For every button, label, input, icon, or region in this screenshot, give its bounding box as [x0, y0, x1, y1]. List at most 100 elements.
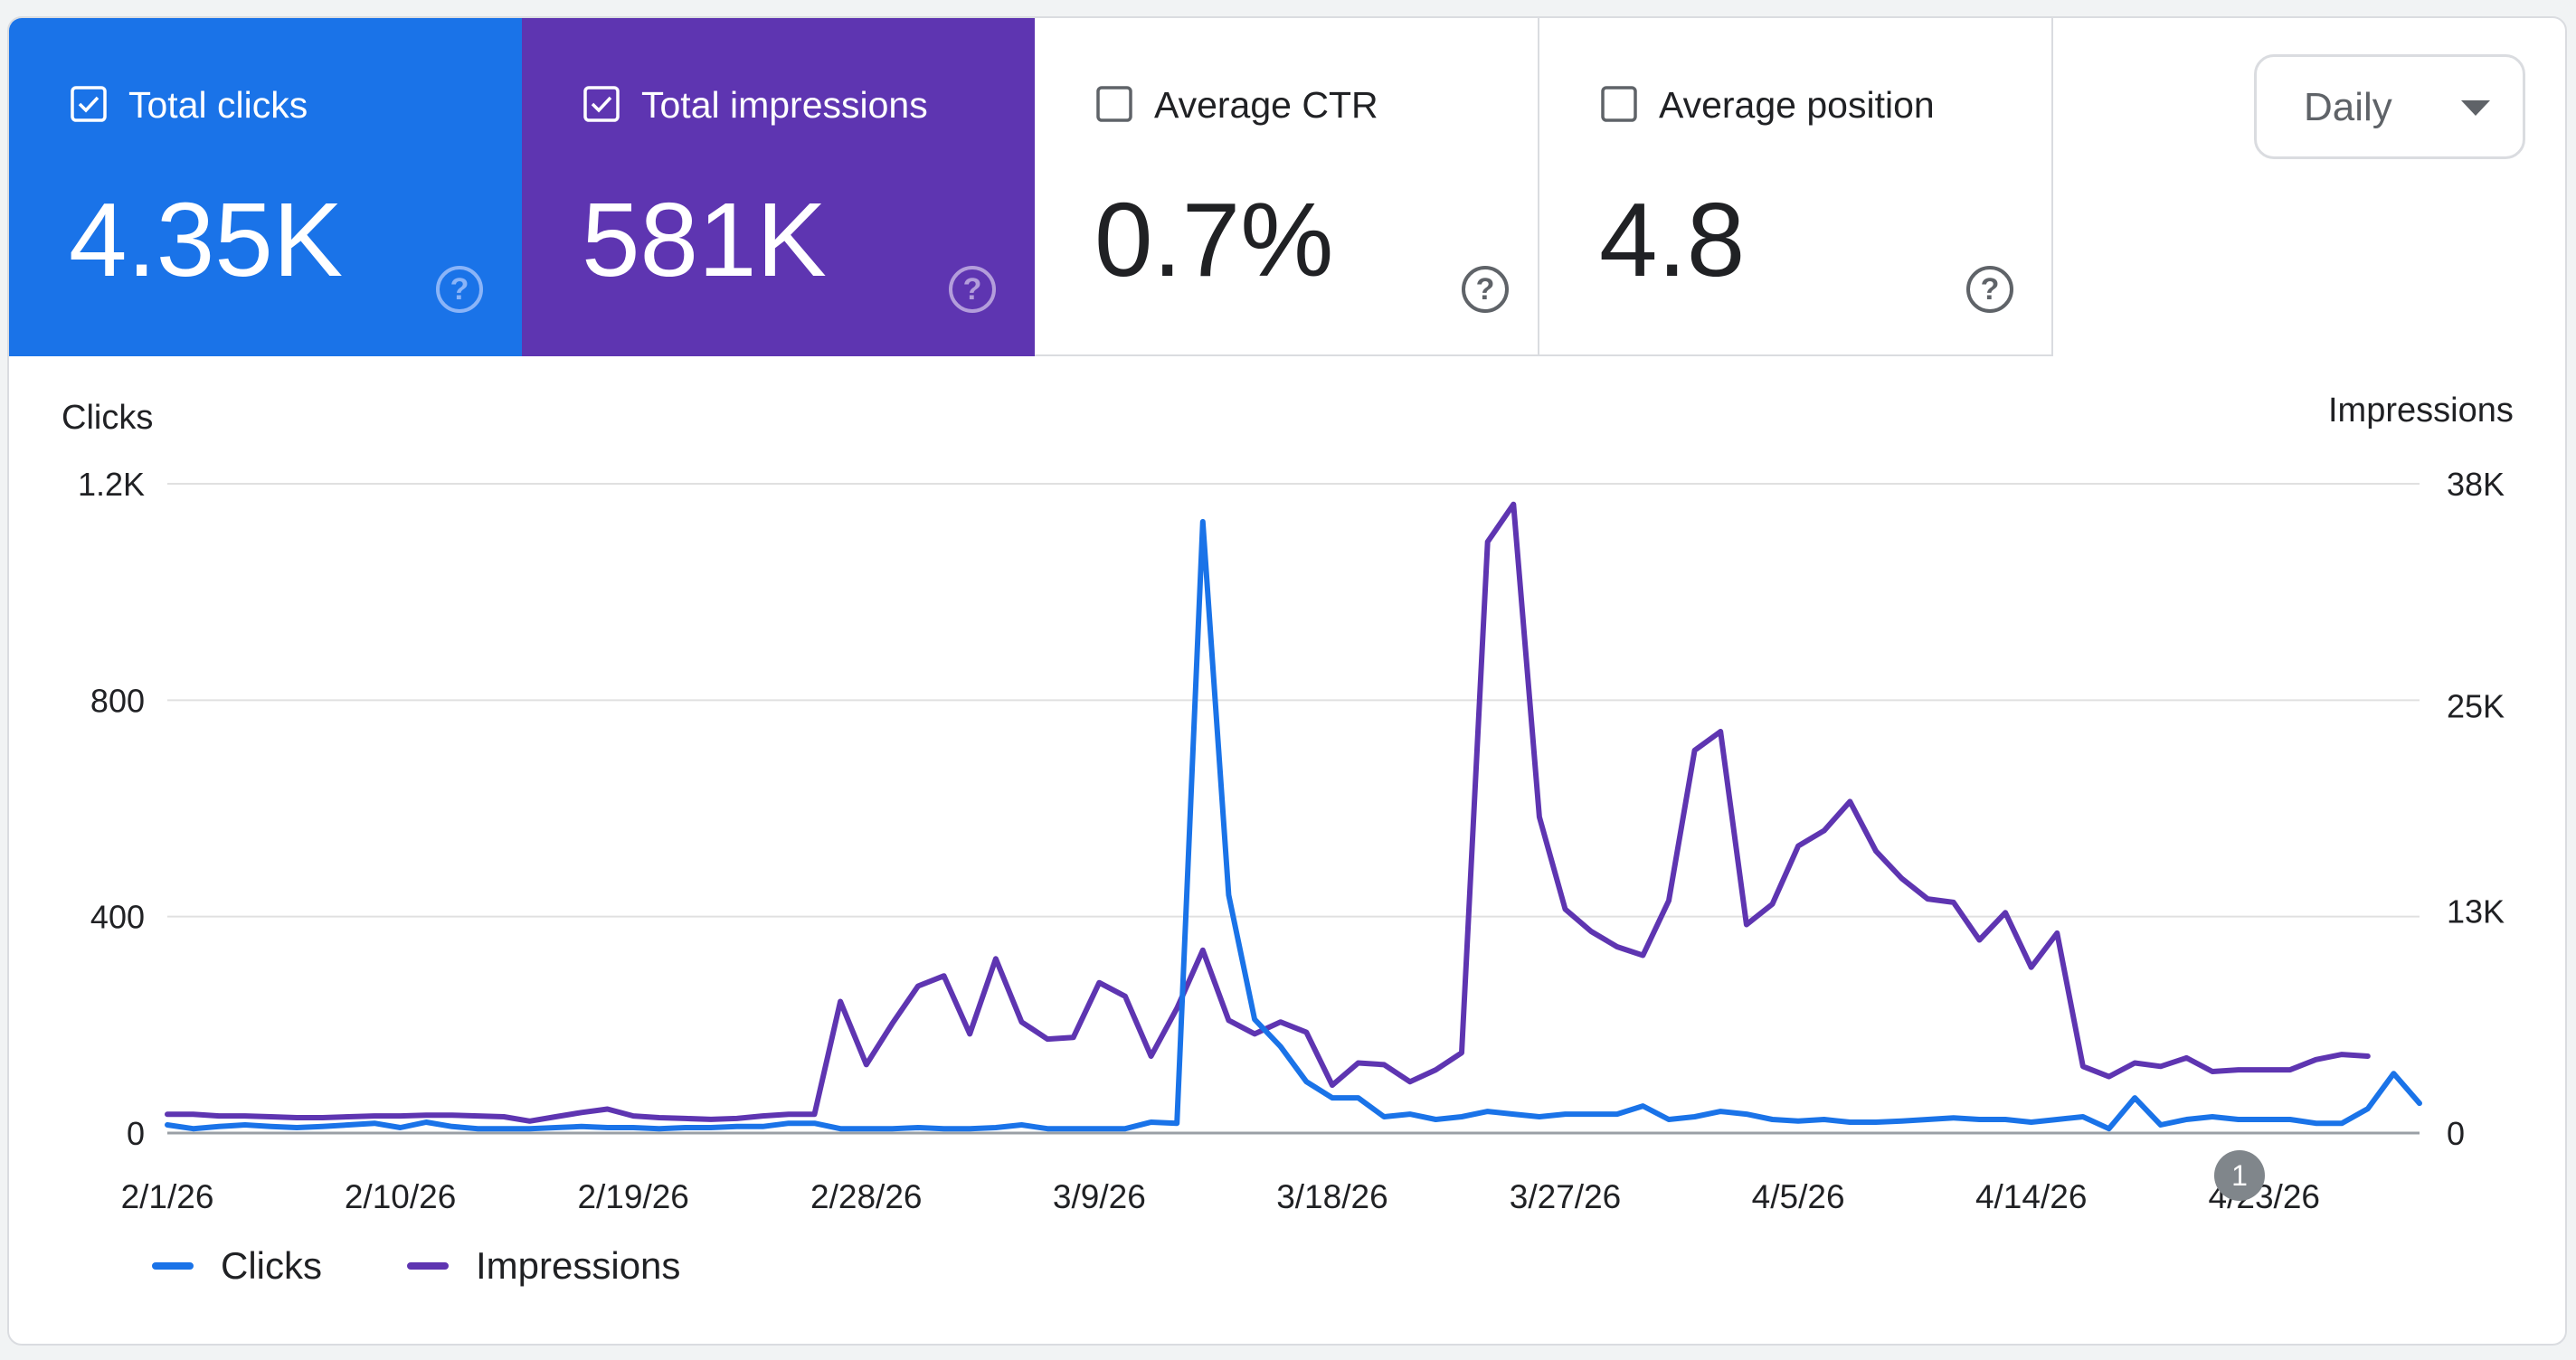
- data-point-impressions: [553, 1114, 558, 1119]
- data-point-impressions: [2365, 1053, 2371, 1059]
- data-point-impressions: [1847, 798, 1852, 804]
- data-point-impressions: [1303, 1030, 1309, 1035]
- data-point-impressions: [191, 1111, 196, 1117]
- data-point-clicks: [553, 1125, 558, 1130]
- data-point-impressions: [1356, 1061, 1361, 1066]
- data-point-impressions: [708, 1117, 714, 1122]
- data-point-impressions: [605, 1107, 611, 1112]
- data-point-clicks: [1303, 1079, 1309, 1084]
- data-point-clicks: [1847, 1119, 1852, 1125]
- data-point-impressions: [1381, 1062, 1387, 1067]
- period-dropdown[interactable]: Daily: [2254, 54, 2525, 159]
- data-point-clicks: [2417, 1100, 2422, 1106]
- data-point-impressions: [1459, 1050, 1464, 1055]
- x-axis-tick-label: 3/9/26: [1053, 1178, 1146, 1215]
- help-icon[interactable]: ?: [1462, 266, 1509, 313]
- data-point-clicks: [527, 1126, 533, 1131]
- data-point-clicks: [942, 1126, 947, 1131]
- data-point-clicks: [216, 1124, 222, 1129]
- data-point-clicks: [2054, 1117, 2060, 1122]
- metric-value: 581K: [582, 181, 827, 298]
- data-point-impressions: [1433, 1067, 1438, 1072]
- data-point-impressions: [760, 1113, 765, 1119]
- checkbox-unchecked-icon[interactable]: [1601, 86, 1637, 122]
- data-point-clicks: [1019, 1122, 1025, 1128]
- data-point-clicks: [1330, 1095, 1335, 1100]
- data-point-impressions: [398, 1113, 403, 1119]
- data-point-impressions: [1226, 1017, 1231, 1023]
- metric-label: Total impressions: [641, 84, 928, 126]
- help-icon[interactable]: ?: [949, 266, 996, 313]
- performance-chart[interactable]: 1.2K 800 400 0 38K 25K 13K 0 2/1/26 2/10/26 2/19/2…: [9, 18, 2567, 1346]
- metric-card-total-clicks[interactable]: Total clicks 4.35K ?: [9, 18, 522, 356]
- data-point-impressions: [1071, 1034, 1076, 1040]
- legend-swatch-impressions: [407, 1262, 449, 1270]
- checkbox-unchecked-icon[interactable]: [1096, 86, 1132, 122]
- x-axis-tick-label: 2/1/26: [121, 1178, 214, 1215]
- data-point-impressions: [657, 1115, 662, 1120]
- data-point-impressions: [1045, 1036, 1050, 1042]
- data-point-impressions: [2158, 1063, 2164, 1069]
- right-axis-tick-label: 0: [2447, 1115, 2465, 1152]
- data-point-impressions: [1925, 896, 1930, 902]
- data-point-clicks: [320, 1124, 326, 1129]
- series-line-clicks: [165, 518, 2422, 1132]
- data-point-clicks: [1951, 1115, 1956, 1120]
- data-point-impressions: [1537, 814, 1542, 819]
- metric-label: Total clicks: [128, 84, 308, 126]
- data-point-clicks: [2003, 1117, 2008, 1122]
- x-axis-tick-label: 2/28/26: [810, 1178, 922, 1215]
- data-point-impressions: [2210, 1069, 2215, 1074]
- data-point-impressions: [2236, 1067, 2241, 1072]
- data-point-impressions: [2261, 1067, 2267, 1072]
- data-point-clicks: [1045, 1126, 1050, 1131]
- data-point-impressions: [1588, 929, 1594, 934]
- data-point-clicks: [915, 1125, 921, 1130]
- data-point-impressions: [1640, 953, 1645, 959]
- data-point-clicks: [889, 1126, 895, 1131]
- data-point-clicks: [1278, 1044, 1283, 1049]
- help-icon[interactable]: ?: [1966, 266, 2013, 313]
- data-point-clicks: [864, 1126, 869, 1131]
- data-point-clicks: [2365, 1106, 2371, 1111]
- data-point-clicks: [1744, 1111, 1749, 1117]
- data-point-impressions: [1407, 1079, 1413, 1084]
- data-point-clicks: [2080, 1114, 2086, 1119]
- data-point-impressions: [475, 1113, 480, 1119]
- data-point-impressions: [2029, 965, 2034, 970]
- data-point-impressions: [1976, 938, 1982, 943]
- data-point-impressions: [269, 1114, 274, 1119]
- data-point-impressions: [2054, 930, 2060, 936]
- data-point-clicks: [1795, 1119, 1801, 1124]
- data-point-clicks: [450, 1124, 455, 1129]
- data-point-clicks: [1071, 1126, 1076, 1131]
- metric-card-average-position[interactable]: Average position 4.8 ?: [1539, 18, 2053, 356]
- legend-item-clicks[interactable]: Clicks: [152, 1243, 322, 1289]
- data-point-clicks: [2132, 1095, 2137, 1100]
- help-icon[interactable]: ?: [436, 266, 483, 313]
- data-point-impressions: [1563, 907, 1568, 912]
- data-point-impressions: [242, 1113, 248, 1119]
- data-point-impressions: [2183, 1055, 2189, 1061]
- metric-card-total-impressions[interactable]: Total impressions 581K ?: [522, 18, 1035, 356]
- data-point-impressions: [864, 1062, 869, 1067]
- data-point-clicks: [1485, 1109, 1491, 1114]
- data-point-impressions: [1718, 729, 1723, 734]
- legend-item-impressions[interactable]: Impressions: [407, 1243, 680, 1289]
- data-point-clicks: [1692, 1114, 1698, 1119]
- checkbox-checked-icon[interactable]: [583, 86, 620, 122]
- data-point-impressions: [165, 1111, 170, 1117]
- data-point-impressions: [294, 1115, 299, 1120]
- data-point-clicks: [1822, 1117, 1827, 1122]
- metric-card-average-ctr[interactable]: Average CTR 0.7% ?: [1035, 18, 1539, 356]
- left-axis-title: Clicks: [62, 399, 154, 437]
- data-point-impressions: [942, 973, 947, 978]
- annotation-marker[interactable]: 1: [2214, 1150, 2265, 1201]
- right-axis-tick-label: 25K: [2447, 688, 2505, 725]
- data-point-impressions: [579, 1110, 584, 1115]
- checkbox-checked-icon[interactable]: [71, 86, 107, 122]
- data-point-impressions: [1278, 1019, 1283, 1025]
- data-point-impressions: [1330, 1082, 1335, 1088]
- metric-label: Average position: [1659, 84, 1935, 126]
- data-point-impressions: [1951, 900, 1956, 905]
